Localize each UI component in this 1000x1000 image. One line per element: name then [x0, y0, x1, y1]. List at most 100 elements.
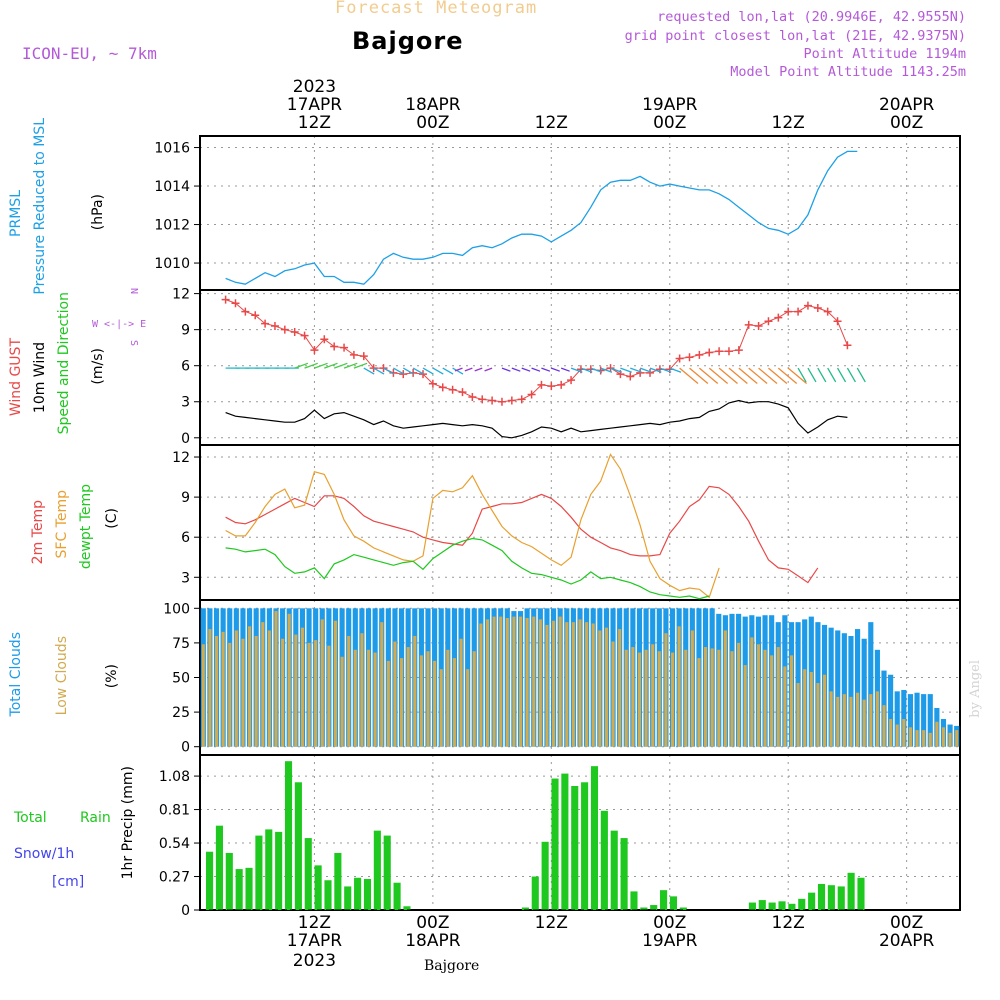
- wind-arrow: [314, 362, 328, 369]
- gust-marker: [843, 341, 852, 350]
- low-clouds-bar: [307, 642, 311, 747]
- low-clouds-bar: [690, 630, 694, 747]
- precip-bar: [206, 851, 214, 910]
- low-clouds-bar: [433, 660, 437, 747]
- wind-arrow: [630, 367, 642, 373]
- y-tick-label: 75: [172, 636, 190, 652]
- wind-arrow: [363, 367, 375, 375]
- wind-arrow: [600, 367, 613, 373]
- low-clouds-bar: [664, 633, 668, 747]
- wind-arrow: [353, 362, 368, 369]
- precip-bar: [403, 906, 411, 910]
- low-clouds-bar: [571, 622, 575, 747]
- precip-bar: [393, 882, 401, 910]
- low-clouds-bar: [525, 617, 529, 747]
- wind-arrow: [807, 367, 817, 383]
- precip-bar: [660, 890, 668, 910]
- wind-arrow: [777, 367, 798, 385]
- wind-arrow: [531, 367, 541, 372]
- gust-marker: [557, 380, 566, 389]
- total-clouds-bar: [901, 689, 907, 747]
- wind-arrow: [708, 367, 729, 385]
- low-clouds-bar: [902, 719, 906, 747]
- temp-2m-line: [225, 485, 819, 584]
- temp-sfc-line: [225, 453, 720, 599]
- wind-arrow: [817, 367, 827, 383]
- low-clouds-bar: [406, 647, 410, 747]
- low-clouds-bar: [737, 642, 741, 747]
- wind-arrow: [333, 362, 348, 369]
- y-tick-label: 0.54: [159, 836, 190, 852]
- low-clouds-bar: [908, 727, 912, 747]
- low-clouds-bar: [928, 732, 932, 747]
- precip-bar: [788, 903, 796, 910]
- low-clouds-bar: [532, 616, 536, 747]
- top-date-label: 18APR: [405, 95, 461, 115]
- gust-marker: [517, 395, 526, 404]
- precip-bar: [561, 773, 569, 910]
- precip-bar: [235, 869, 243, 910]
- wind-arrow: [324, 362, 338, 369]
- wind-arrow: [373, 367, 385, 375]
- gust-marker: [241, 307, 250, 316]
- precip-bar: [748, 902, 756, 910]
- low-clouds-bar: [882, 705, 886, 747]
- low-clouds-bar: [393, 641, 397, 747]
- precip-bar: [541, 841, 549, 910]
- top-date-label: 17APR: [287, 95, 343, 115]
- wind-arrow: [768, 367, 788, 385]
- low-clouds-bar: [598, 630, 602, 747]
- gust-marker: [448, 385, 457, 394]
- low-clouds-bar: [446, 649, 450, 747]
- low-clouds-bar: [941, 727, 946, 747]
- precip-bar: [581, 782, 589, 910]
- wind-arrow: [501, 367, 511, 372]
- low-clouds-bar: [380, 622, 384, 747]
- precip-bar: [324, 880, 332, 910]
- top-time-label: 00Z: [416, 113, 449, 133]
- gust-marker: [330, 342, 339, 351]
- low-clouds-bar: [723, 630, 727, 747]
- wind-arrow: [393, 367, 405, 375]
- low-clouds-bar: [948, 732, 952, 747]
- total-clouds-bar: [921, 694, 927, 747]
- total-clouds-bar: [868, 622, 874, 747]
- low-clouds-bar: [770, 655, 774, 747]
- wind-arrow: [454, 367, 463, 372]
- low-clouds-bar: [241, 638, 245, 747]
- low-clouds-bar: [717, 649, 721, 747]
- wind-arrow: [689, 367, 709, 385]
- top-date-label: 20APR: [879, 95, 935, 115]
- wind-arrow: [464, 367, 473, 372]
- top-time-label: 12Z: [535, 113, 568, 133]
- wind-arrow: [639, 367, 652, 373]
- wind-arrow: [452, 367, 464, 375]
- low-clouds-bar: [803, 669, 807, 747]
- wind-arrow: [294, 362, 309, 369]
- gust-marker: [754, 322, 763, 331]
- total-clouds-bar: [848, 635, 854, 747]
- precip-bar: [847, 872, 855, 910]
- y-tick-label: 6: [181, 530, 190, 546]
- low-clouds-bar: [505, 617, 509, 747]
- y-tick-label: 1016: [154, 141, 190, 157]
- compass-s: S: [128, 340, 139, 347]
- low-clouds-bar: [347, 635, 351, 747]
- low-clouds-bar: [631, 647, 635, 747]
- low-clouds-bar: [657, 651, 661, 747]
- low-clouds-bar: [604, 627, 608, 747]
- low-clouds-bar: [816, 683, 820, 747]
- low-clouds-bar: [208, 629, 212, 747]
- compass-we: W <-|-> E: [92, 319, 147, 330]
- low-clouds-bar: [915, 730, 919, 747]
- low-clouds-bar: [485, 619, 490, 747]
- gust-marker: [547, 382, 556, 391]
- precip-bar: [294, 782, 302, 910]
- low-clouds-bar: [228, 642, 232, 747]
- precip-bar: [225, 852, 233, 910]
- low-clouds-bar: [518, 616, 523, 747]
- gust-marker: [488, 396, 497, 405]
- wind-10m-label: 10m Wind: [32, 342, 48, 414]
- gust-marker: [734, 346, 743, 355]
- bottom-date-label: 20APR: [879, 931, 935, 951]
